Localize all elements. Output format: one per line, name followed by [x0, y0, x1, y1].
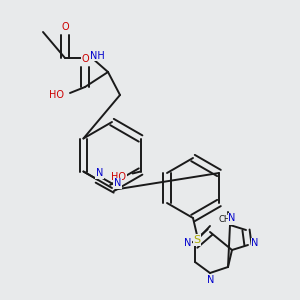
Text: N: N [228, 213, 236, 223]
Text: N: N [184, 238, 192, 248]
Text: HO: HO [49, 90, 64, 100]
Text: S: S [194, 235, 201, 245]
Text: N: N [114, 178, 121, 188]
Text: O: O [61, 22, 69, 32]
Text: NH: NH [90, 51, 104, 61]
Text: HO: HO [111, 172, 126, 182]
Text: O: O [81, 54, 89, 64]
Text: N: N [251, 238, 259, 248]
Text: N: N [96, 169, 103, 178]
Text: CH₃: CH₃ [218, 215, 234, 224]
Text: N: N [207, 275, 215, 285]
